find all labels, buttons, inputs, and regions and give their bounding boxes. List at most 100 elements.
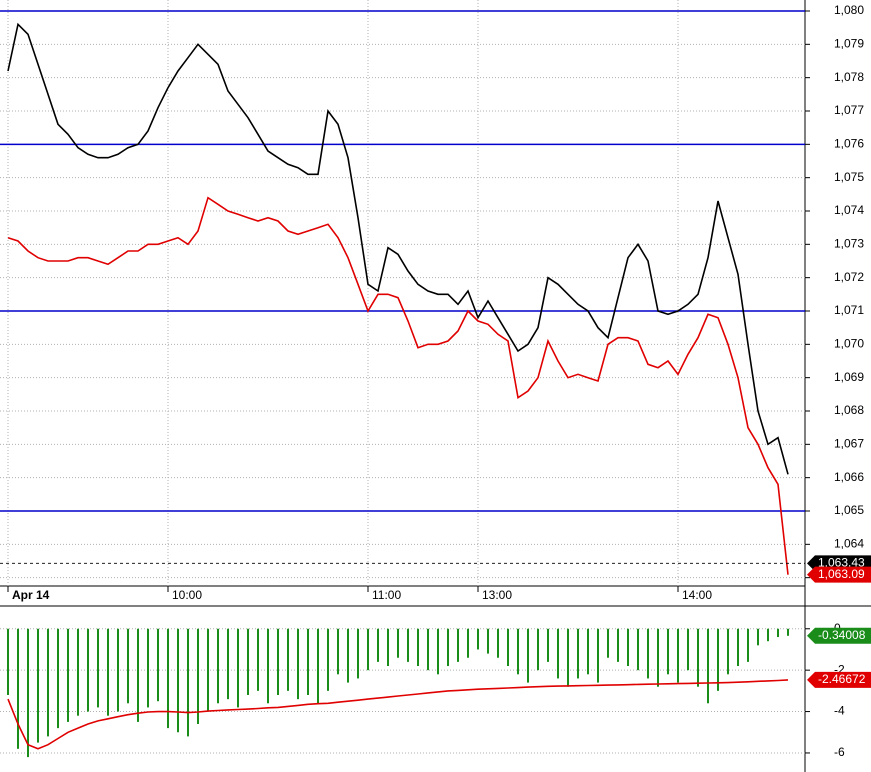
value-tag-label: 1,063.43 [818, 556, 865, 570]
histogram-bar [437, 628, 439, 675]
histogram-bar [777, 628, 779, 638]
histogram-bar [647, 628, 649, 679]
y-tick-label: 1,077 [834, 103, 864, 117]
histogram-bar [767, 628, 769, 642]
histogram-bar [287, 628, 289, 691]
histogram-bar [417, 628, 419, 667]
y-tick-label: 1,067 [834, 437, 864, 451]
histogram-bar [47, 628, 49, 737]
histogram-bar [137, 628, 139, 722]
histogram-bar [377, 628, 379, 662]
histogram-bar [57, 628, 59, 729]
histogram-bar [67, 628, 69, 722]
histogram-bar [107, 628, 109, 716]
histogram-bar [517, 628, 519, 675]
value-tag-label: -0.34008 [818, 628, 866, 642]
histogram-bar [317, 628, 319, 704]
series-line [7, 679, 789, 750]
histogram-bar [167, 628, 169, 729]
histogram-bar [187, 628, 189, 737]
histogram-bar [637, 628, 639, 671]
y-tick-label: 1,075 [834, 170, 864, 184]
y-tick-label: 1,073 [834, 237, 864, 251]
histogram-bar [117, 628, 119, 712]
histogram-bar [427, 628, 429, 671]
y-tick-label: 1,071 [834, 303, 864, 317]
histogram-bar [27, 628, 29, 758]
histogram-bar [197, 628, 199, 724]
histogram-bar [457, 628, 459, 662]
histogram-bar [307, 628, 309, 696]
y-tick-label: 1,080 [834, 3, 864, 17]
histogram-bar [347, 628, 349, 683]
histogram-bar [747, 628, 749, 662]
y-tick-label: -4 [834, 704, 845, 718]
x-tick-label: 11:00 [372, 588, 401, 602]
series-line [7, 22, 789, 475]
histogram-bar [497, 628, 499, 658]
histogram-bar [227, 628, 229, 700]
y-tick-label: 1,064 [834, 537, 864, 551]
histogram-bar [697, 628, 699, 687]
histogram-bar [617, 628, 619, 662]
histogram-bar [237, 628, 239, 708]
histogram-bar [597, 628, 599, 683]
histogram-bar [77, 628, 79, 716]
y-tick-label: 1,078 [834, 70, 864, 84]
histogram-bar [407, 628, 409, 662]
y-tick-label: 1,068 [834, 403, 864, 417]
histogram-bar [787, 628, 789, 636]
value-tag [807, 566, 871, 583]
histogram-bar [147, 628, 149, 708]
histogram-bar [157, 628, 159, 702]
histogram-bar [547, 628, 549, 662]
value-tag [807, 671, 871, 688]
histogram-bar [587, 628, 589, 675]
value-tag-label: -2.46672 [818, 672, 866, 686]
histogram-bar [277, 628, 279, 696]
x-tick-label: 13:00 [482, 588, 512, 602]
histogram-bar [327, 628, 329, 691]
histogram-bar [537, 628, 539, 671]
histogram-bar [507, 628, 509, 667]
histogram-bar [707, 628, 709, 704]
y-tick-label: 1,076 [834, 137, 864, 151]
histogram-bar [527, 628, 529, 683]
histogram-bar [127, 628, 129, 704]
histogram-bar [387, 628, 389, 667]
y-tick-label: 1,074 [834, 203, 864, 217]
series-line [7, 196, 789, 575]
histogram-bar [727, 628, 729, 675]
histogram-bar [677, 628, 679, 683]
histogram-bar [17, 628, 19, 749]
x-tick-label: 14:00 [682, 588, 712, 602]
y-tick-label: 1,066 [834, 470, 864, 484]
histogram-bar [477, 628, 479, 650]
histogram-bar [467, 628, 469, 658]
y-tick-label: -2 [834, 662, 845, 676]
histogram-bar [367, 628, 369, 671]
histogram-bar [247, 628, 249, 696]
histogram-bar [487, 628, 489, 654]
histogram-bar [557, 628, 559, 679]
histogram-bar [657, 628, 659, 687]
histogram-bar [267, 628, 269, 704]
histogram-bar [757, 628, 759, 646]
histogram-bar [717, 628, 719, 691]
y-tick-label: 1,069 [834, 370, 864, 384]
histogram-bar [687, 628, 689, 671]
y-tick-label: 1,079 [834, 37, 864, 51]
y-tick-label: 1,070 [834, 337, 864, 351]
y-tick-label: -6 [834, 745, 845, 759]
histogram-bar [207, 628, 209, 712]
histogram-bar [97, 628, 99, 708]
x-tick-label: Apr 14 [12, 588, 50, 602]
histogram-bar [577, 628, 579, 679]
histogram-bar [627, 628, 629, 667]
histogram-bar [177, 628, 179, 733]
y-tick-label: 1,065 [834, 503, 864, 517]
histogram-bar [257, 628, 259, 691]
histogram-bar [37, 628, 39, 743]
